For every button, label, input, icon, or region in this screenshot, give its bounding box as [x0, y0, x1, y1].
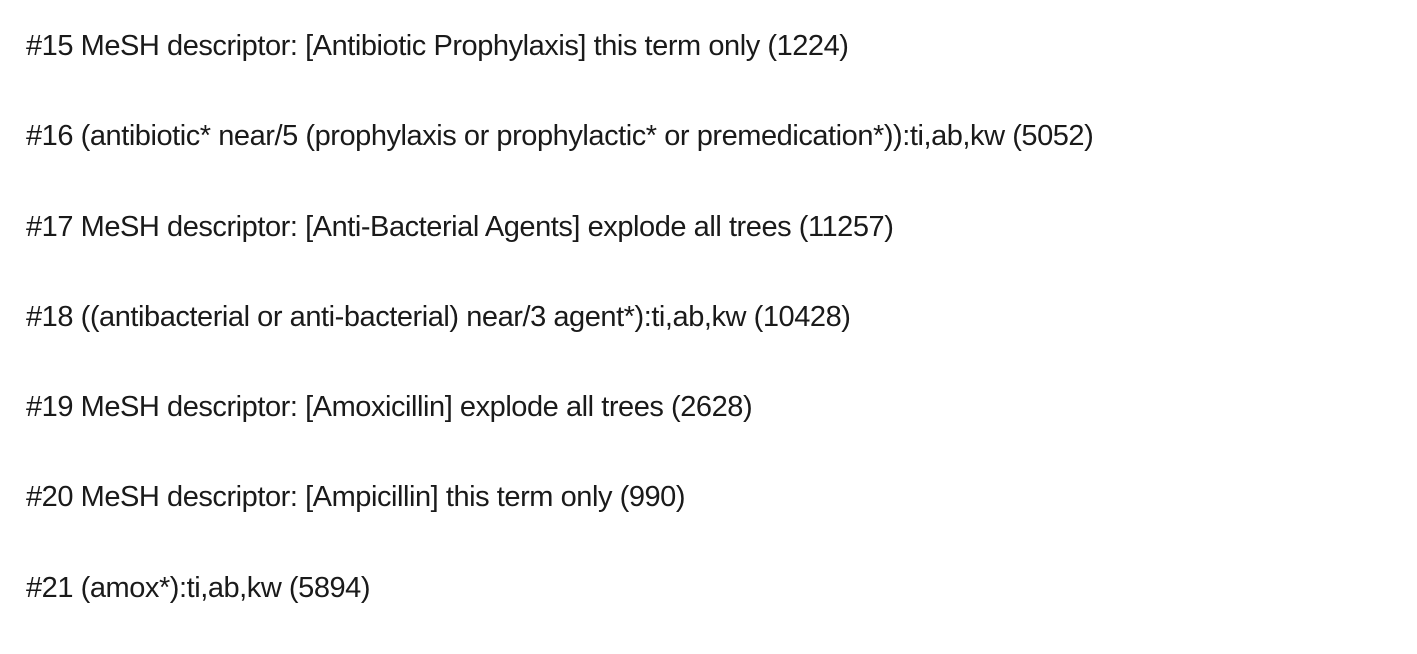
search-line-20: #20 MeSH descriptor: [Ampicillin] this t… [26, 481, 686, 514]
search-line-18: #18 ((antibacterial or anti-bacterial) n… [26, 300, 851, 333]
search-line-16: #16 (antibiotic* near/5 (prophylaxis or … [26, 120, 1094, 153]
search-strategy-list: #15 MeSH descriptor: [Antibiotic Prophyl… [26, 22, 1411, 654]
search-line-17: #17 MeSH descriptor: [Anti-Bacterial Age… [26, 210, 894, 243]
search-line-21: #21 (amox*):ti,ab,kw (5894) [26, 571, 371, 604]
search-line-19: #19 MeSH descriptor: [Amoxicillin] explo… [26, 391, 753, 424]
search-line-15: #15 MeSH descriptor: [Antibiotic Prophyl… [26, 30, 849, 62]
